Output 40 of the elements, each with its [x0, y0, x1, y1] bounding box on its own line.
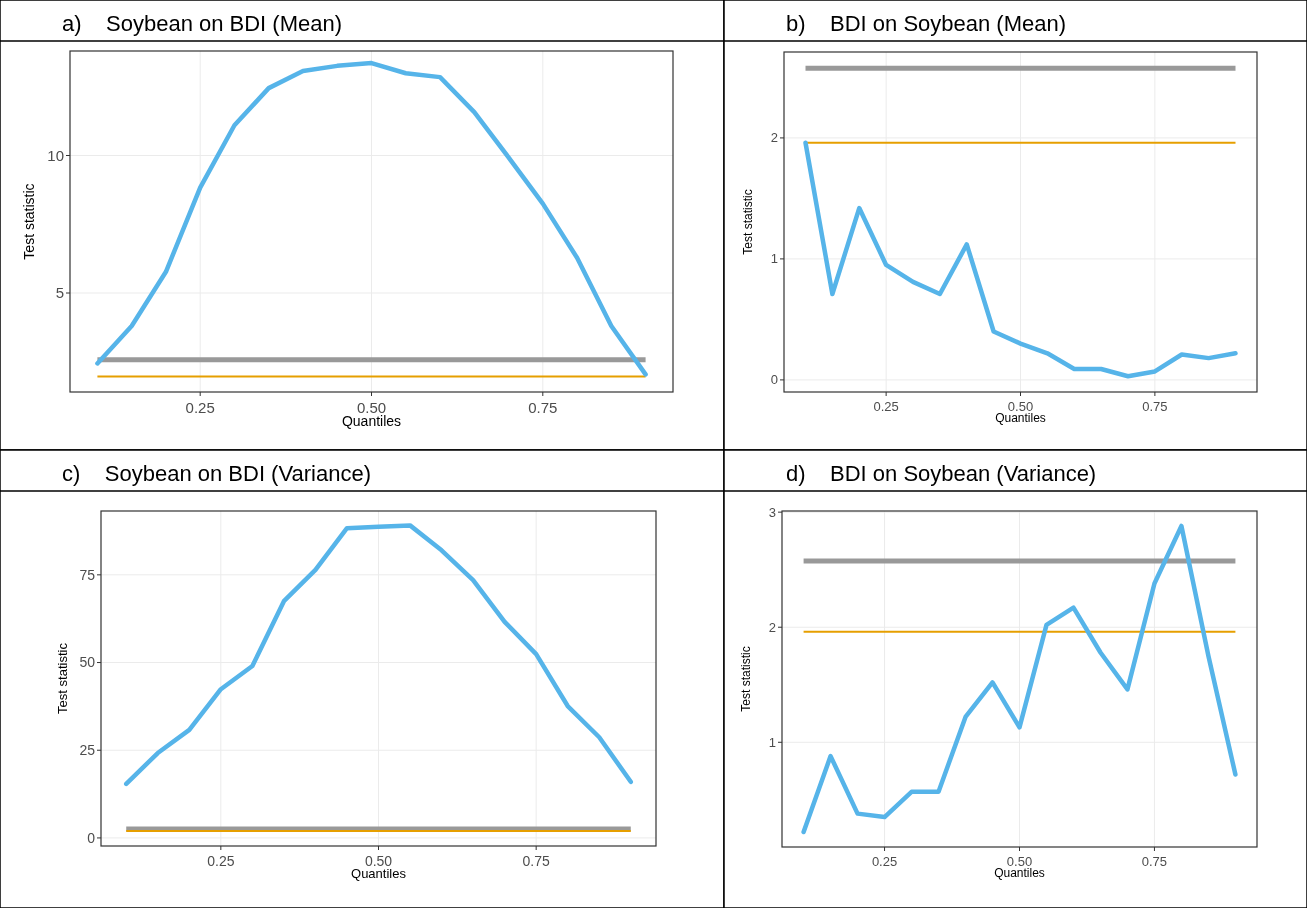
x-tick-label: 0.50 — [356, 399, 387, 416]
x-tick-label: 0.50 — [364, 853, 393, 869]
y-tick-label: 1 — [768, 734, 776, 750]
x-tick-label: 0.75 — [1142, 399, 1168, 414]
line-series — [803, 140, 1238, 379]
y-tick-label: 5 — [55, 284, 64, 302]
x-tick-label: 0.25 — [185, 399, 215, 416]
x-tick-label: 0.75 — [522, 853, 551, 869]
y-tick-label: 75 — [79, 566, 96, 583]
x-axis-title: Quantiles — [351, 866, 407, 881]
line-series — [95, 60, 648, 377]
x-tick-label: 0.25 — [207, 853, 235, 869]
x-axis-title: Quantiles — [995, 411, 1046, 425]
y-axis-title: Test statistic — [55, 642, 70, 714]
y-tick-label: 2 — [770, 130, 778, 146]
y-axis-title: Test statistic — [739, 646, 753, 712]
y-tick-label: 0 — [87, 829, 96, 846]
y-axis-title: Test statistic — [741, 189, 755, 255]
y-tick-label: 10 — [47, 146, 64, 164]
x-tick-label: 0.25 — [871, 854, 898, 869]
y-axis-title: Test statistic — [21, 183, 37, 260]
chart-title: a) Soybean on BDI (Mean) — [62, 11, 343, 36]
chart-title: b) BDI on Soybean (Mean) — [786, 11, 1067, 36]
chart-title: d) BDI on Soybean (Variance) — [786, 461, 1097, 486]
y-tick-label: 2 — [768, 619, 776, 635]
y-tick-label: 25 — [79, 742, 96, 759]
y-tick-label: 0 — [770, 372, 778, 388]
y-tick-label: 50 — [79, 654, 96, 671]
x-tick-label: 0.75 — [528, 399, 558, 416]
y-tick-label: 3 — [768, 504, 776, 520]
x-axis-title: Quantiles — [341, 413, 402, 429]
x-tick-label: 0.25 — [873, 399, 899, 414]
chart-title: c) Soybean on BDI (Variance) — [62, 461, 371, 486]
x-tick-label: 0.50 — [1006, 854, 1033, 869]
y-tick-label: 1 — [770, 251, 778, 267]
line-series — [801, 523, 1238, 835]
line-series — [123, 523, 634, 787]
x-tick-label: 0.50 — [1007, 399, 1034, 414]
x-tick-label: 0.75 — [1141, 854, 1168, 869]
x-axis-title: Quantiles — [994, 866, 1045, 880]
